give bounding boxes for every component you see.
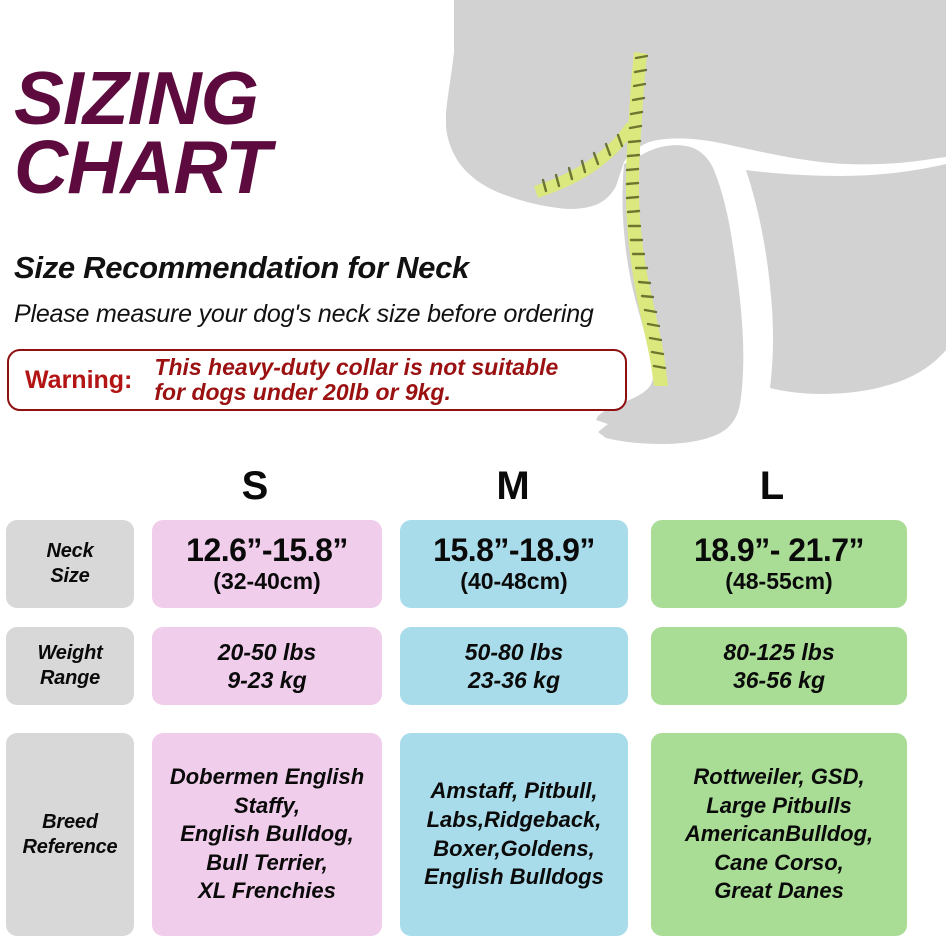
weight-range-s-kg: 9-23 kg	[227, 667, 307, 693]
neck-size-l-cm: (48-55cm)	[725, 567, 833, 594]
title-line-2: CHART	[14, 125, 271, 209]
cell-neck-size-s: 12.6”-15.8” (32-40cm)	[152, 520, 382, 608]
warning-message-line-1: This heavy-duty collar is not suitable	[154, 354, 559, 381]
breed-l-line-2: Large Pitbulls	[706, 792, 852, 818]
row-label-neck-size-line-2: Size	[50, 565, 90, 587]
row-label-neck-size-line-1: Neck	[46, 540, 94, 562]
warning-box: Warning: This heavy-duty collar is not s…	[7, 349, 627, 411]
neck-size-m-cm: (40-48cm)	[460, 567, 568, 594]
cell-weight-range-m: 50-80 lbs 23-36 kg	[400, 627, 628, 705]
weight-range-m-lbs: 50-80 lbs	[464, 638, 564, 665]
breed-s-line-5: XL Frenchies	[198, 878, 336, 904]
cell-neck-size-m: 15.8”-18.9” (40-48cm)	[400, 520, 628, 608]
breed-s-line-3: English Bulldog,	[180, 821, 354, 847]
breed-m-line-3: Boxer,Goldens,	[433, 835, 595, 861]
row-label-breed-reference-line-1: Breed	[42, 810, 98, 833]
breed-l-line-5: Great Danes	[714, 878, 844, 904]
cell-breed-reference-l: Rottweiler, GSD, Large Pitbulls American…	[651, 733, 907, 936]
breed-l-line-4: Cane Corso,	[714, 849, 844, 875]
warning-label: Warning:	[25, 365, 133, 394]
subtitle: Size Recommendation for Neck	[14, 250, 469, 285]
breed-m-line-1: Amstaff, Pitbull,	[430, 778, 598, 804]
weight-range-l-kg: 36-56 kg	[732, 667, 826, 693]
cell-neck-size-l: 18.9”- 21.7” (48-55cm)	[651, 520, 907, 608]
cell-weight-range-l: 80-125 lbs 36-56 kg	[651, 627, 907, 705]
neck-size-l-inches: 18.9”- 21.7”	[693, 532, 865, 569]
row-label-weight-range-line-1: Weight	[37, 642, 103, 664]
breed-s-line-1: Dobermen English	[169, 764, 365, 790]
weight-range-m-kg: 23-36 kg	[467, 667, 561, 693]
size-header-l: L	[759, 464, 785, 508]
breed-m-line-2: Labs,Ridgeback,	[426, 806, 602, 832]
warning-message: This heavy-duty collar is not suitable f…	[132, 355, 558, 405]
neck-size-s-inches: 12.6”-15.8”	[186, 532, 348, 569]
row-label-breed-reference: Breed Reference	[6, 733, 134, 936]
cell-breed-reference-m: Amstaff, Pitbull, Labs,Ridgeback, Boxer,…	[400, 733, 628, 936]
breed-s-line-4: Bull Terrier,	[206, 849, 328, 875]
title-line-1: SIZING	[14, 56, 259, 140]
row-label-breed-reference-line-2: Reference	[22, 835, 118, 858]
size-header-s: S	[241, 464, 269, 508]
row-label-neck-size: Neck Size	[6, 520, 134, 608]
breed-l-line-1: Rottweiler, GSD,	[693, 764, 865, 790]
neck-size-s-cm: (32-40cm)	[213, 567, 321, 594]
row-label-weight-range: Weight Range	[6, 627, 134, 705]
breed-l-line-3: AmericanBulldog,	[684, 821, 874, 847]
weight-range-s-lbs: 20-50 lbs	[217, 638, 317, 665]
page-title: SIZING CHART	[14, 56, 674, 209]
cell-breed-reference-s: Dobermen English Staffy, English Bulldog…	[152, 733, 382, 936]
breed-m-line-4: English Bulldogs	[424, 864, 604, 890]
size-header-m: M	[496, 464, 530, 508]
row-label-weight-range-line-2: Range	[39, 667, 101, 689]
instruction-text: Please measure your dog's neck size befo…	[14, 300, 594, 328]
neck-size-m-inches: 15.8”-18.9”	[433, 532, 595, 569]
breed-s-line-2: Staffy,	[233, 792, 301, 818]
cell-weight-range-s: 20-50 lbs 9-23 kg	[152, 627, 382, 705]
weight-range-l-lbs: 80-125 lbs	[723, 638, 835, 665]
warning-message-line-2: for dogs under 20lb or 9kg.	[154, 379, 451, 405]
